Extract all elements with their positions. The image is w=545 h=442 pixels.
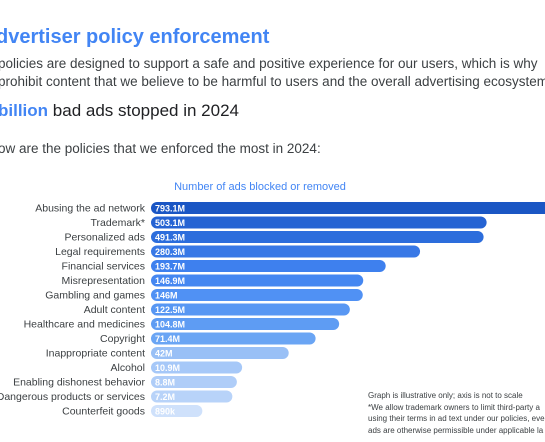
- bar-value-label: 146M: [155, 290, 178, 300]
- bar-value-label: 793.1M: [155, 203, 185, 213]
- bar-value-label: 122.5M: [155, 305, 185, 315]
- bar: [151, 376, 237, 388]
- category-label: Adult content: [84, 304, 145, 316]
- category-label: Legal requirements: [55, 246, 145, 258]
- category-label: Counterfeit goods: [62, 406, 145, 418]
- bar-value-label: 146.9M: [155, 276, 185, 286]
- footnote-trademark-2: using their terms in ad text under our p…: [368, 414, 545, 423]
- category-label: Enabling dishonest behavior: [13, 377, 145, 389]
- intro-text: policies are designed to support a safe …: [0, 55, 545, 91]
- bar: [151, 303, 350, 316]
- ads-stopped-stat: billion bad ads stopped in 2024: [0, 101, 239, 121]
- chart-intro: ow are the policies that we enforced the…: [0, 141, 321, 156]
- bar: [151, 260, 386, 272]
- page-title: dvertiser policy enforcement: [0, 26, 270, 48]
- bar: [151, 347, 289, 359]
- bar-value-label: 10.9M: [155, 363, 180, 373]
- category-label: Dangerous products or services: [0, 391, 145, 403]
- bar: [151, 274, 364, 287]
- category-label: Copyright: [100, 333, 145, 345]
- bar-value-label: 491.3M: [155, 232, 185, 242]
- intro-line-2: prohibit content that we believe to be h…: [0, 74, 545, 89]
- bar: [151, 390, 233, 403]
- bar: [151, 361, 243, 374]
- bar-value-label: 280.3M: [155, 247, 185, 257]
- bar-value-label: 503.1M: [155, 218, 185, 228]
- bar: [151, 216, 487, 229]
- category-label: Abusing the ad network: [35, 203, 145, 215]
- footnote-trademark-1: *We allow trademark owners to limit thir…: [368, 402, 540, 412]
- bar: [151, 202, 545, 214]
- bar: [151, 405, 203, 417]
- chart-footnote: Graph is illustrative only; axis is not …: [368, 390, 545, 436]
- bar: [151, 318, 340, 330]
- category-label: Inappropriate content: [46, 348, 145, 360]
- footnote-scale: Graph is illustrative only; axis is not …: [368, 391, 523, 400]
- bar-value-label: 71.4M: [155, 334, 180, 344]
- bar-value-label: 193.7M: [155, 261, 185, 271]
- policy-bar-chart: Abusing the ad network 793.1M Trademark* 50…: [0, 202, 545, 418]
- category-label: Financial services: [62, 261, 145, 273]
- stat-text: bad ads stopped in 2024: [52, 101, 239, 120]
- category-label: Alcohol: [111, 362, 145, 374]
- bar-value-label: 8.8M: [155, 377, 175, 387]
- bar-value-label: 42M: [155, 348, 173, 358]
- category-label: Gambling and games: [45, 290, 145, 302]
- bar-value-label: 890k: [155, 406, 176, 416]
- category-label: Healthcare and medicines: [24, 319, 145, 331]
- chart-title: Number of ads blocked or removed: [174, 181, 346, 193]
- footnote-trademark-3: ads are otherwise permissible under appl…: [368, 425, 544, 435]
- bar-value-label: 104.8M: [155, 319, 185, 329]
- intro-line-1: policies are designed to support a safe …: [0, 56, 538, 71]
- bar: [151, 289, 363, 301]
- category-label: Personalized ads: [64, 232, 145, 244]
- bar-value-label: 7.2M: [155, 392, 175, 402]
- bar: [151, 245, 421, 258]
- category-label: Misrepresentation: [62, 275, 146, 287]
- bar: [151, 332, 316, 345]
- category-label: Trademark*: [91, 217, 145, 229]
- stat-highlight: billion: [0, 101, 49, 120]
- bar: [151, 231, 484, 243]
